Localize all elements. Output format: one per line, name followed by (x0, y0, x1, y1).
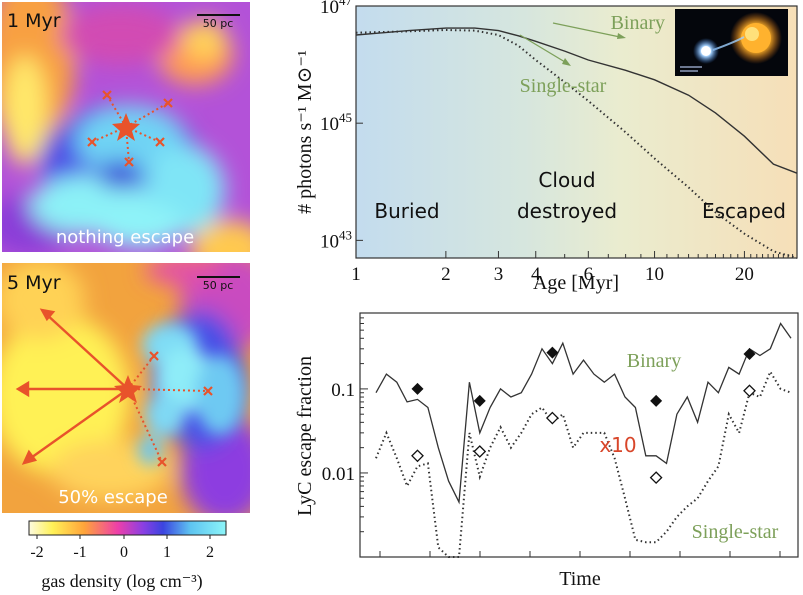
x10-annotation: x10 (599, 433, 636, 457)
phase-label-cloud-line2: destroyed (517, 199, 617, 223)
binary-marker (546, 346, 559, 359)
top-map-star-icon (112, 113, 140, 141)
colorbar-tick-labels: -2 -1 0 1 2 (30, 544, 214, 561)
single-star-marker (743, 384, 756, 398)
top-map-caption: nothing escape (56, 227, 194, 248)
bottom-map-blocked-marks (149, 351, 213, 467)
phase-label-buried: Buried (374, 199, 439, 223)
top-density-map (2, 2, 250, 252)
y-tick-label: 1043 (320, 227, 352, 252)
binary-photon-line (355, 27, 798, 174)
legend-binary-escape: Binary (627, 350, 681, 372)
colorbar-tick: -1 (73, 544, 86, 561)
single-star-marker (473, 445, 487, 458)
x-tick-label: 20 (735, 264, 754, 285)
binary-marker (411, 382, 424, 395)
binary-escape-line (375, 322, 792, 505)
bottom-map-caption: 50% escape (58, 487, 168, 508)
single-star-photon-line (355, 28, 798, 259)
bottom-map-escape-rays (15, 308, 129, 465)
bottom-map-scale-bar (197, 276, 240, 278)
single-star-marker (649, 471, 663, 485)
colorbar-tick: -2 (30, 544, 43, 561)
single-star-marker (545, 411, 559, 425)
bottom-map-star-icon (114, 375, 142, 403)
top-map-time-label: 1 Myr (7, 10, 61, 32)
binary-marker (743, 348, 756, 361)
escape-chart-xlabel: Time (559, 568, 601, 590)
binary-star-illustration (675, 9, 788, 76)
top-map-scale-bar (197, 14, 240, 16)
x-tick-label: 4 (531, 264, 541, 285)
x-tick-label: 6 (584, 264, 594, 285)
legend-single-arrow (519, 34, 566, 63)
x-tick-label: 10 (645, 264, 664, 285)
top-map-blocked-marks (87, 90, 173, 167)
colorbar-tick: 2 (206, 544, 214, 561)
bottom-map-time-label: 5 Myr (7, 272, 61, 294)
legend-single-star-escape: Single-star (692, 521, 779, 543)
binary-marker (473, 394, 486, 407)
bottom-map-scale-label: 50 pc (203, 279, 234, 292)
binary-marker (650, 394, 663, 407)
x-tick-label: 3 (494, 264, 504, 285)
phase-label-escaped: Escaped (702, 199, 786, 223)
escape-chart-ylabel: LyC escape fraction (294, 356, 316, 516)
colorbar-tick: 1 (163, 544, 171, 561)
legend-single-star: Single-star (520, 75, 607, 97)
single-star-marker (411, 449, 424, 463)
top-map-scale-label: 50 pc (203, 17, 234, 30)
colorbar (28, 520, 227, 536)
legend-binary-arrowhead (617, 33, 626, 39)
photon-chart-ylabel: # photons s⁻¹ M⊙⁻¹ (294, 50, 316, 214)
legend-single-arrowhead (562, 58, 571, 66)
phase-label-cloud-line1: Cloud (538, 168, 595, 192)
x-tick-label: 2 (441, 264, 451, 285)
bottom-map-blocked-rays (127, 355, 209, 463)
y-tick-label: 1047 (320, 0, 353, 18)
y-tick-label: 0.1 (331, 380, 355, 401)
colorbar-tick-marks (36, 535, 211, 539)
escape-chart-frame (359, 312, 799, 558)
photon-chart-xlabel: Age [Myr] (533, 272, 619, 294)
legend-binary-arrow (552, 22, 621, 38)
colorbar-tick: 0 (120, 544, 128, 561)
photon-chart-frame (355, 5, 798, 259)
y-tick-label: 1045 (320, 110, 352, 135)
y-tick-label: 0.01 (322, 464, 355, 485)
x-tick-label: 1 (351, 264, 361, 285)
colorbar-label: gas density (log cm⁻³) (41, 571, 202, 592)
legend-binary: Binary (611, 12, 665, 34)
